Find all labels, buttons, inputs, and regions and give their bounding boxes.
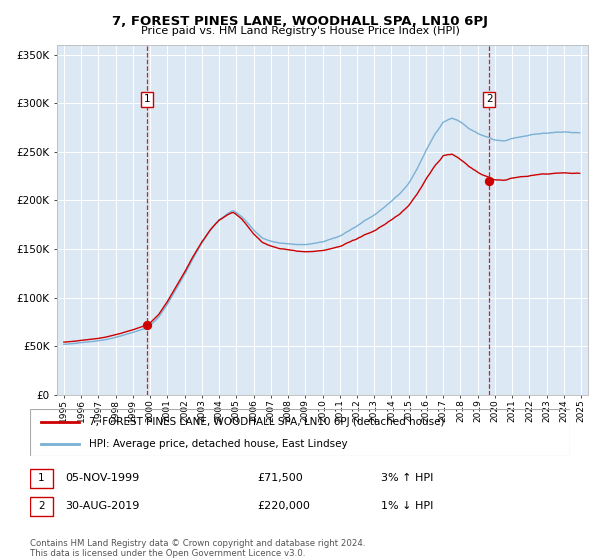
Text: £71,500: £71,500	[257, 473, 302, 483]
Text: 1: 1	[144, 94, 151, 104]
Text: Contains HM Land Registry data © Crown copyright and database right 2024.
This d: Contains HM Land Registry data © Crown c…	[30, 539, 365, 558]
Text: Price paid vs. HM Land Registry's House Price Index (HPI): Price paid vs. HM Land Registry's House …	[140, 26, 460, 36]
Text: 1: 1	[38, 473, 44, 483]
Text: 05-NOV-1999: 05-NOV-1999	[65, 473, 139, 483]
Text: £220,000: £220,000	[257, 501, 310, 511]
Bar	[30, 497, 53, 516]
Text: 2: 2	[486, 94, 493, 104]
Text: 7, FOREST PINES LANE, WOODHALL SPA, LN10 6PJ: 7, FOREST PINES LANE, WOODHALL SPA, LN10…	[112, 15, 488, 27]
Point	[143, 321, 152, 330]
Text: 2: 2	[38, 501, 44, 511]
Bar	[30, 469, 53, 488]
Text: 3% ↑ HPI: 3% ↑ HPI	[381, 473, 433, 483]
Text: HPI: Average price, detached house, East Lindsey: HPI: Average price, detached house, East…	[89, 439, 348, 449]
Text: 7, FOREST PINES LANE, WOODHALL SPA, LN10 6PJ (detached house): 7, FOREST PINES LANE, WOODHALL SPA, LN10…	[89, 417, 445, 427]
Point	[484, 176, 494, 185]
Text: 1% ↓ HPI: 1% ↓ HPI	[381, 501, 433, 511]
Text: 30-AUG-2019: 30-AUG-2019	[65, 501, 139, 511]
